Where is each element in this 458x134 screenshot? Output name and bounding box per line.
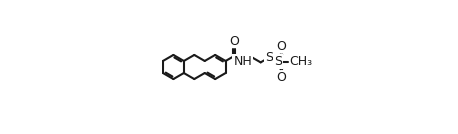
Text: S: S	[274, 55, 282, 68]
Text: S: S	[265, 51, 273, 64]
Text: O: O	[276, 40, 286, 53]
Text: CH₃: CH₃	[289, 55, 312, 68]
Text: O: O	[276, 71, 286, 84]
Text: O: O	[229, 35, 239, 48]
Text: NH: NH	[233, 55, 252, 68]
